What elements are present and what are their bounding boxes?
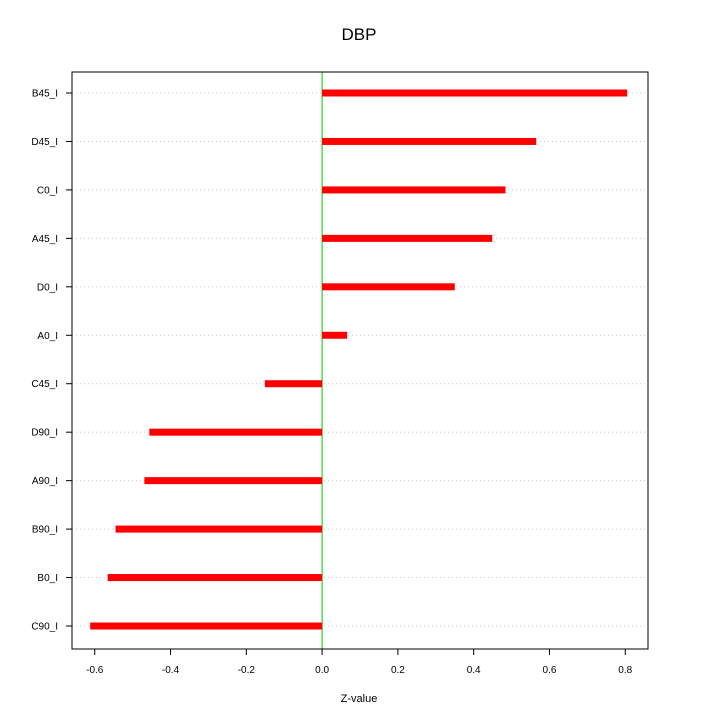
x-tick-label: -0.2 (238, 665, 256, 676)
x-tick-label: 0.8 (618, 665, 632, 676)
y-axis: B45_I D45_I C0_I A45_I D0_I A0_I C45_I D90_I A90… (31, 89, 72, 633)
bar-a90-i (144, 477, 323, 485)
x-tick-label: 0.6 (543, 665, 557, 676)
x-tick-label: 0.2 (391, 665, 405, 676)
plot-frame (71, 71, 649, 650)
x-axis-label: Z-value (341, 693, 378, 705)
bar-a0-i (322, 331, 348, 339)
bar-c90-i (90, 622, 323, 630)
bar-layer (90, 89, 628, 630)
y-tick-label: B90_I (32, 525, 58, 536)
y-tick-label: D90_I (31, 428, 58, 439)
x-tick-label: 0.4 (467, 665, 481, 676)
bar-b90-i (115, 525, 323, 533)
chart-title: DBP (342, 25, 377, 44)
y-tick-label: C0_I (37, 185, 58, 196)
x-tick-label: -0.4 (162, 665, 180, 676)
y-tick-label: D45_I (31, 137, 58, 148)
y-tick-label: A0_I (37, 331, 58, 342)
y-tick-label: A45_I (32, 234, 58, 245)
bar-b0-i (107, 574, 323, 582)
bar-d45-i (322, 137, 537, 145)
y-tick-label: B45_I (32, 89, 58, 100)
x-tick-label: -0.6 (86, 665, 104, 676)
bar-d90-i (149, 428, 323, 436)
grid-layer (72, 92, 648, 627)
y-tick-label: C45_I (31, 379, 58, 390)
x-tick-label: 0.0 (315, 665, 329, 676)
bar-b45-i (322, 89, 628, 97)
y-tick-label: C90_I (31, 622, 58, 633)
y-tick-label: D0_I (37, 282, 58, 293)
y-tick-label: B0_I (37, 573, 58, 584)
x-axis: -0.6 -0.4 -0.2 0.0 0.2 0.4 0.6 0.8 (86, 649, 633, 676)
bar-c45-i (264, 380, 323, 388)
y-tick-label: A90_I (32, 476, 58, 487)
bar-a45-i (322, 234, 493, 242)
bar-c0-i (322, 186, 506, 194)
bar-d0-i (322, 283, 455, 291)
